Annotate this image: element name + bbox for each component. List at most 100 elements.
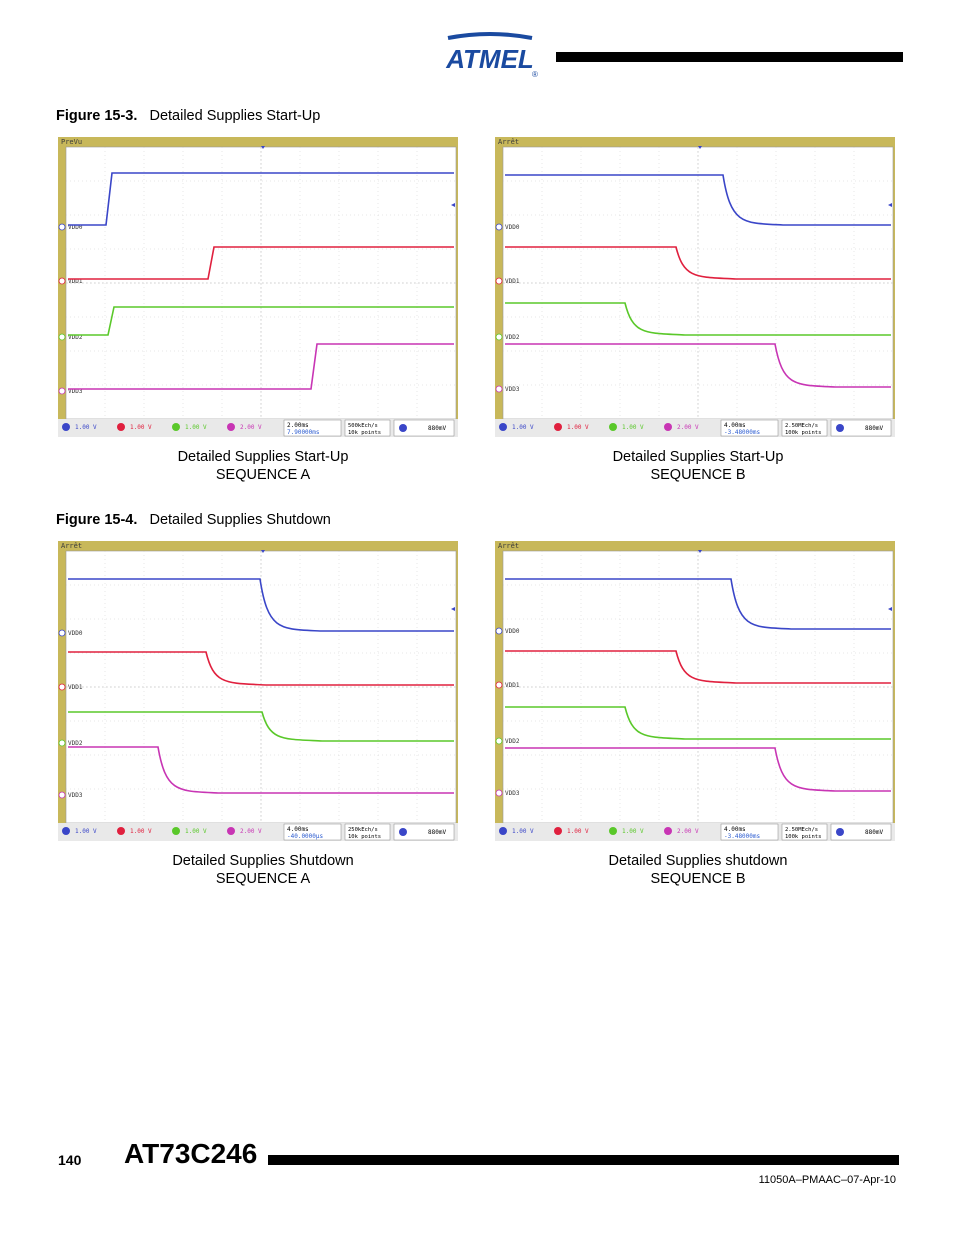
time-delay: -40.0000µs [287,833,324,840]
scope-status: Arrêt [498,542,519,550]
trigger-source-icon [399,828,407,836]
record-length: 100k points [785,834,821,840]
trigger-level: 880mV [865,425,883,432]
channel-marker-icon [58,791,66,799]
time-per-division: 4.00ms [724,422,746,429]
channel-scale: 1.00 V [567,424,589,431]
channel-marker-icon [58,629,66,637]
channel-marker-icon [495,333,503,341]
caption-line-2: SEQUENCE A [215,871,311,887]
time-per-division: 4.00ms [287,826,309,833]
channel-label: VDD0 [505,224,520,231]
channel-label: VDD2 [68,740,83,747]
channel-marker-icon [495,627,503,635]
channel-label: VDD2 [505,738,520,745]
atmel-logo: ATMEL ® [445,32,538,79]
channel-label: VDD0 [68,224,83,231]
trigger-level: 880mV [428,425,446,432]
waveform-trace [505,302,891,336]
channel-marker-icon [58,683,66,691]
header-rule [556,52,903,62]
channel-label: VDD3 [505,790,520,797]
caption-line-1: Detailed Supplies Start-Up [177,449,349,465]
waveform-trace [68,651,454,686]
channel-scale: 1.00 V [130,828,152,835]
trigger-source-icon [836,424,844,432]
trigger-position-icon [698,550,702,553]
channel-number-icon [172,827,180,835]
sample-rate: 500kEch/s [348,423,378,429]
channel-scale: 1.00 V [130,424,152,431]
oscilloscope-display: Arrêt VDD0 VDD1 VDD2 VDD3 1.00 V 1.00 V 1.00 V 2… [58,541,458,841]
channel-scale: 1.00 V [75,424,97,431]
scope-screen-startup-a: PreVu VDD0 VDD1 VDD2 VDD3 1.00 V 1.00 V 1.00 V 2… [58,137,458,437]
waveform-trace [68,343,454,390]
channel-scale: 2.00 V [240,424,262,431]
waveform-trace [505,706,891,740]
time-per-division: 4.00ms [724,826,746,833]
time-delay: -3.48000ms [724,429,761,436]
channel-label: VDD1 [505,682,520,689]
figure-title-15-3: Figure 15-3. Detailed Supplies Start-Up [56,108,320,124]
waveform-trace [68,246,454,280]
scope-screen-startup-b: Arrêt VDD0 VDD1 VDD2 VDD3 1.00 V 1.00 V 1.00 V 2… [495,137,895,437]
channel-number-icon [227,827,235,835]
caption-line-2: SEQUENCE B [650,467,746,483]
caption-line-1: Detailed Supplies shutdown [608,853,788,869]
record-length: 100k points [785,430,821,436]
figure-title-15-4: Figure 15-4. Detailed Supplies Shutdown [56,512,331,528]
caption-shutdown-a: Detailed Supplies Shutdown SEQUENCE A [63,852,463,888]
page-number: 140 [58,1152,82,1168]
caption-startup-b: Detailed Supplies Start-Up SEQUENCE B [498,448,898,484]
channel-marker-icon [58,387,66,395]
channel-number-icon [499,423,507,431]
time-delay: -3.48000ms [724,833,761,840]
scope-screen-shutdown-a: Arrêt VDD0 VDD1 VDD2 VDD3 1.00 V 1.00 V 1.00 V 2… [58,541,458,841]
scope-status: Arrêt [61,542,82,550]
figure-number: Figure 15-3. [56,108,138,124]
logo-text: ATMEL [445,44,534,74]
trigger-level: 880mV [865,829,883,836]
time-per-division: 2.00ms [287,422,309,429]
logo-registered-mark: ® [532,70,538,79]
channel-scale: 1.00 V [622,424,644,431]
figure-caption: Detailed Supplies Shutdown [149,512,331,528]
channel-label: VDD0 [68,630,83,637]
waveform-trace [68,746,454,794]
caption-line-2: SEQUENCE A [215,467,311,483]
channel-number-icon [554,423,562,431]
waveform-trace [505,578,891,630]
sample-rate: 2.50MEch/s [785,827,818,833]
scope-status: Arrêt [498,138,519,146]
channel-label: VDD3 [68,388,83,395]
channel-number-icon [664,827,672,835]
channel-label: VDD3 [505,386,520,393]
channel-label: VDD1 [68,684,83,691]
document-title: AT73C246 [124,1138,258,1169]
channel-number-icon [609,827,617,835]
channel-label: VDD1 [505,278,520,285]
trigger-position-icon [261,550,265,553]
channel-marker-icon [495,223,503,231]
scope-status: PreVu [61,138,82,146]
trigger-source-icon [836,828,844,836]
waveform-trace [68,172,454,226]
trigger-source-icon [399,424,407,432]
trigger-level-icon [888,607,892,611]
trigger-level: 880mV [428,829,446,836]
channel-marker-icon [58,223,66,231]
channel-label: VDD2 [68,334,83,341]
oscilloscope-display: Arrêt VDD0 VDD1 VDD2 VDD3 1.00 V 1.00 V 1.00 V 2… [495,541,895,841]
oscilloscope-display: PreVu VDD0 VDD1 VDD2 VDD3 1.00 V 1.00 V 1.00 V 2… [58,137,458,437]
channel-scale: 2.00 V [240,828,262,835]
channel-scale: 1.00 V [75,828,97,835]
channel-scale: 1.00 V [512,828,534,835]
channel-number-icon [554,827,562,835]
channel-number-icon [62,827,70,835]
figure-number: Figure 15-4. [56,512,138,528]
caption-line-1: Detailed Supplies Start-Up [612,449,784,465]
channel-label: VDD1 [68,278,83,285]
channel-marker-icon [58,277,66,285]
trigger-level-icon [888,203,892,207]
sample-rate: 2.50MEch/s [785,423,818,429]
